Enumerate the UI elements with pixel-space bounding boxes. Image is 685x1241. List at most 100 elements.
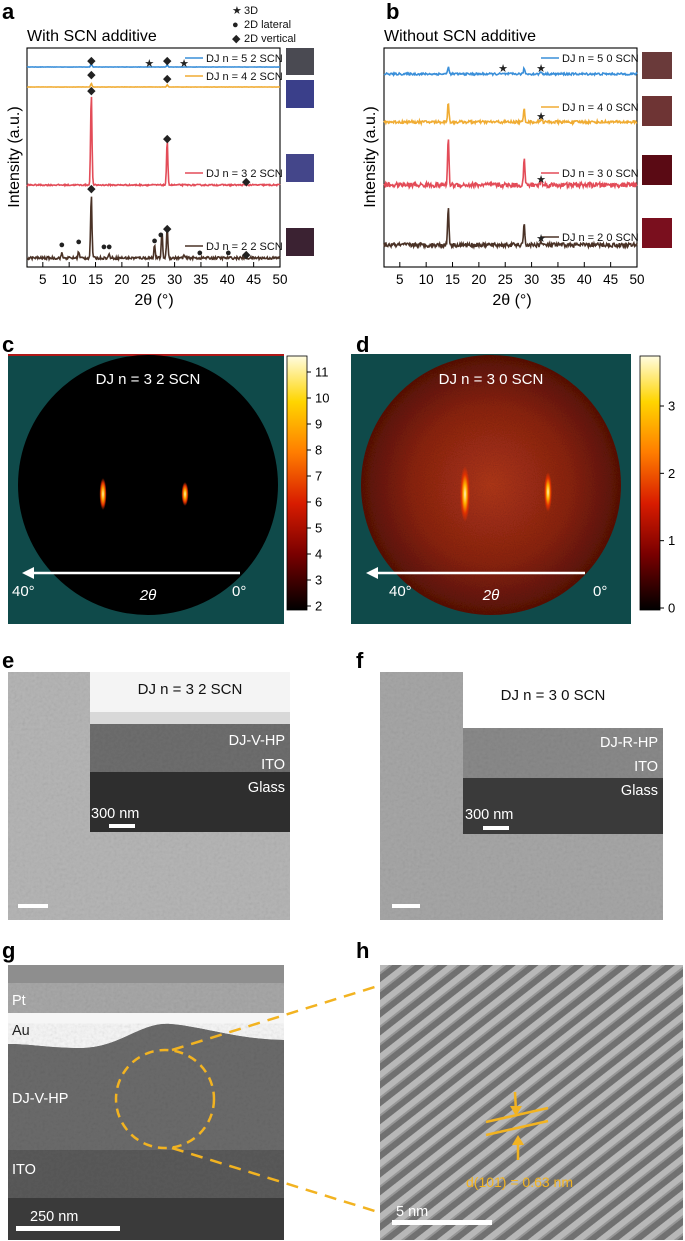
panel-f-layer-1: DJ-R-HP [600,735,658,751]
sample-photo-n3-2scn [286,154,314,182]
panel-d-bragg-spot-right [544,472,552,512]
legend-2d-lateral-symbol: ● [232,19,239,31]
panel-e-layer-1: DJ-V-HP [229,733,285,749]
xtick-label: 20 [471,272,486,287]
peak-marker: ● [225,247,232,259]
panel-d-angle-right: 0° [593,583,607,600]
panel-g-layer-djvhp: DJ-V-HP [12,1091,68,1107]
legend-label: DJ n = 3 2 SCN [206,168,283,180]
panel-f-scalebar [392,904,420,908]
panel-g-layer-ito: ITO [12,1162,36,1178]
series-line [383,65,638,78]
panel-d-colorbar-ticks: 3 2 1 0 [660,399,675,616]
sample-photo-n4-2scn [286,80,314,108]
panel-g-ito-layer [8,1150,284,1198]
colorbar-tick-label: 1 [668,533,675,548]
zoom-line-bottom [171,1146,379,1214]
legend-label: DJ n = 4 0 SCN [562,102,639,114]
panel-h-arrow-bottom [512,1135,524,1145]
xtick-label: 25 [498,272,513,287]
panel-c-detector-disk [18,355,278,615]
peak-marker: ● [197,247,204,259]
panel-g-scale-label: 250 nm [30,1209,78,1225]
colorbar-tick-label: 8 [315,443,322,458]
panel-f-inset-scalebar [483,826,509,830]
panel-b-plot: DJ n = 5 0 SCN ★ ★ DJ n = 4 0 SCN ★ DJ n = 3 … [383,53,639,250]
panel-e-label: e [2,648,14,673]
peak-marker: ★ [536,233,546,245]
sample-photo-n5-0scn [642,52,672,79]
peak-marker: ◆ [163,223,172,235]
peak-marker: ◆ [242,249,251,261]
xtick-label: 25 [141,272,156,287]
peak-marker: ● [106,241,113,253]
panel-c-title: DJ n = 3 2 SCN [96,371,201,388]
series-line [26,196,281,262]
panel-c-angle-left: 40° [12,583,35,600]
legend-2d-vertical-symbol: ◆ [232,33,241,45]
sample-photo-n2-2scn [286,228,314,256]
series-line [383,102,638,127]
xtick-label: 20 [114,272,129,287]
panel-g-zoom-circle [114,1048,216,1150]
panel-e-layer-2: ITO [261,757,285,773]
peak-marker: ● [151,235,158,247]
panel-b-frame [383,47,638,268]
panel-h-scalebar [392,1220,492,1225]
panel-a-frame [26,47,281,268]
marker-legend: ★ 3D ● 2D lateral ◆ 2D vertical [232,5,296,45]
zoom-line-top [171,984,379,1052]
xtick-label: 45 [246,272,261,287]
peak-marker: ◆ [163,73,172,85]
panel-h-spacing-line-1 [485,1106,549,1124]
xtick-label: 50 [629,272,644,287]
peak-marker: ● [101,241,108,253]
xtick-label: 35 [193,272,208,287]
xtick-label: 35 [550,272,565,287]
panel-g-layer-pt: Pt [12,993,26,1009]
panel-f-inset [463,672,663,834]
panel-a: a With SCN additive ★ 3D ● 2D lateral ◆ … [2,0,314,309]
panel-c: c DJ n = 3 2 SCN 40° 0° 2θ 11 10 9 8 7 6 5 4 3 2 [2,332,329,624]
series-line [26,96,281,188]
panel-h: h d(101̄) = 0.63 nm 5 nm [356,938,683,1240]
colorbar-tick-label: 3 [315,573,322,588]
colorbar-tick-label: 2 [668,466,675,481]
panel-h-spacing-line-2 [485,1119,549,1137]
panel-c-bragg-spot-right [181,482,189,506]
colorbar-tick-label: 9 [315,417,322,432]
sample-photo-n2-0scn [642,218,672,248]
legend-label: DJ n = 5 2 SCN [206,53,283,65]
panel-b-sample-photos [642,52,672,248]
xtick-label: 50 [272,272,287,287]
panel-c-angle-right: 0° [232,583,246,600]
xtick-label: 40 [220,272,235,287]
panel-b-label: b [386,0,399,24]
panel-b-ylabel: Intensity (a.u.) [362,106,379,207]
legend-2d-lateral-label: 2D lateral [244,19,291,31]
panel-b-title: Without SCN additive [384,28,536,45]
panel-c-colorbar-ticks: 11 10 9 8 7 6 5 4 3 2 [307,365,329,614]
panel-d-arrowhead [366,567,378,579]
panel-c-axis-label: 2θ [139,587,156,604]
legend-label: DJ n = 2 2 SCN [206,241,283,253]
peak-marker: ◆ [87,69,96,81]
sample-photo-n4-0scn [642,96,672,126]
sample-photo-n5-2scn [286,48,314,75]
panel-f-title: DJ n = 3 0 SCN [501,687,606,704]
panel-f: f DJ n = 3 0 SCN DJ-R-HP ITO Glass 300 n… [356,648,663,920]
xtick-label: 5 [39,272,47,287]
peak-marker: ◆ [87,85,96,97]
panel-e-title: DJ n = 3 2 SCN [138,681,243,698]
panel-d: d DJ n = 3 0 SCN 40° 0° 2θ 3 2 1 0 [351,332,675,624]
peak-marker: ★ [498,63,508,75]
panel-e-scalebar [18,904,48,908]
legend-2d-vertical-label: 2D vertical [244,33,296,45]
panel-a-sample-photos [286,48,314,256]
xtick-label: 45 [603,272,618,287]
panel-g-layer-au: Au [12,1023,30,1039]
peak-marker: ★ [179,58,189,70]
peak-marker: ◆ [242,176,251,188]
peak-marker: ★ [144,58,154,70]
panel-f-layer-3: Glass [621,783,658,799]
